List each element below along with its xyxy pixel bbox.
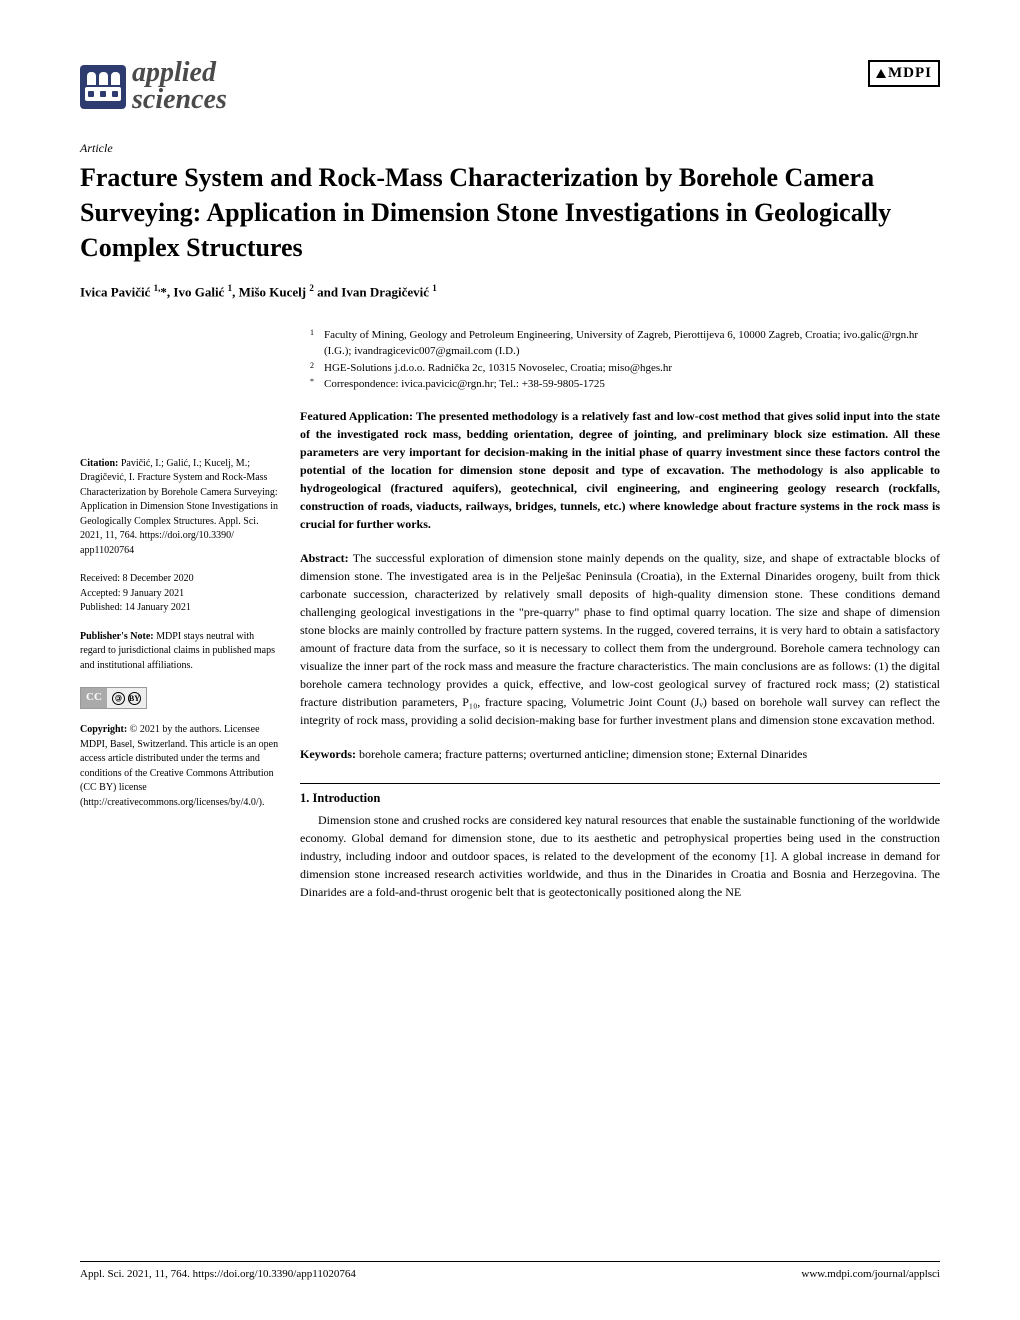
copyright-label: Copyright: bbox=[80, 724, 127, 735]
section-divider bbox=[300, 783, 940, 784]
citation-text: Pavičić, I.; Galić, I.; Kucelj, M.; Drag… bbox=[80, 458, 278, 556]
section-heading: 1. Introduction bbox=[300, 790, 940, 808]
article-type: Article bbox=[80, 141, 940, 156]
copyright-text: © 2021 by the authors. Licensee MDPI, Ba… bbox=[80, 724, 278, 808]
footer-left: Appl. Sci. 2021, 11, 764. https://doi.or… bbox=[80, 1268, 356, 1280]
affiliation-line: 1Faculty of Mining, Geology and Petroleu… bbox=[310, 327, 940, 360]
mdpi-triangle-icon bbox=[876, 69, 886, 78]
journal-logo: applied sciences bbox=[80, 60, 227, 113]
publisher-logo: MDPI bbox=[868, 60, 940, 87]
publisher-name: MDPI bbox=[888, 65, 932, 82]
main-columns: Citation: Pavičić, I.; Galić, I.; Kucelj… bbox=[80, 327, 940, 902]
abstract-label: Abstract: bbox=[300, 551, 349, 565]
by-icon: 🄯BY bbox=[107, 692, 146, 705]
footer-right: www.mdpi.com/journal/applsci bbox=[801, 1268, 940, 1280]
section-body: Dimension stone and crushed rocks are co… bbox=[300, 811, 940, 901]
copyright-block: Copyright: © 2021 by the authors. Licens… bbox=[80, 723, 280, 810]
cc-icon: CC bbox=[81, 688, 107, 708]
received-date: Received: 8 December 2020 bbox=[80, 572, 280, 587]
affiliation-line: 2HGE-Solutions j.d.o.o. Radnička 2c, 103… bbox=[310, 360, 940, 377]
keywords: Keywords: borehole camera; fracture patt… bbox=[300, 745, 940, 763]
affiliations: 1Faculty of Mining, Geology and Petroleu… bbox=[300, 327, 940, 393]
affiliation-line: *Correspondence: ivica.pavicic@rgn.hr; T… bbox=[310, 376, 940, 393]
citation-label: Citation: bbox=[80, 458, 118, 469]
authors: Ivica Pavičić 1,*, Ivo Galić 1, Mišo Kuc… bbox=[80, 283, 940, 300]
journal-name-line2: sciences bbox=[132, 87, 227, 114]
keywords-label: Keywords: bbox=[300, 747, 356, 761]
page-header: applied sciences MDPI bbox=[80, 60, 940, 113]
citation-block: Citation: Pavičić, I.; Galić, I.; Kucelj… bbox=[80, 457, 280, 559]
publisher-note-block: Publisher's Note: MDPI stays neutral wit… bbox=[80, 630, 280, 674]
journal-logo-icon bbox=[80, 65, 126, 109]
journal-name-line1: applied bbox=[132, 60, 227, 87]
accepted-date: Accepted: 9 January 2021 bbox=[80, 587, 280, 602]
published-date: Published: 14 January 2021 bbox=[80, 601, 280, 616]
page-footer: Appl. Sci. 2021, 11, 764. https://doi.or… bbox=[80, 1261, 940, 1280]
sidebar: Citation: Pavičić, I.; Galić, I.; Kucelj… bbox=[80, 327, 280, 902]
main-content: 1Faculty of Mining, Geology and Petroleu… bbox=[300, 327, 940, 902]
cc-license-badge: CC 🄯BY bbox=[80, 687, 280, 709]
featured-application: Featured Application: The presented meth… bbox=[300, 407, 940, 533]
abstract-text: The successful exploration of dimension … bbox=[300, 551, 940, 727]
dates-block: Received: 8 December 2020 Accepted: 9 Ja… bbox=[80, 572, 280, 616]
article-title: Fracture System and Rock-Mass Characteri… bbox=[80, 160, 940, 265]
pubnote-label: Publisher's Note: bbox=[80, 631, 154, 642]
journal-name: applied sciences bbox=[132, 60, 227, 113]
abstract: Abstract: The successful exploration of … bbox=[300, 549, 940, 729]
keywords-text: borehole camera; fracture patterns; over… bbox=[356, 747, 807, 761]
